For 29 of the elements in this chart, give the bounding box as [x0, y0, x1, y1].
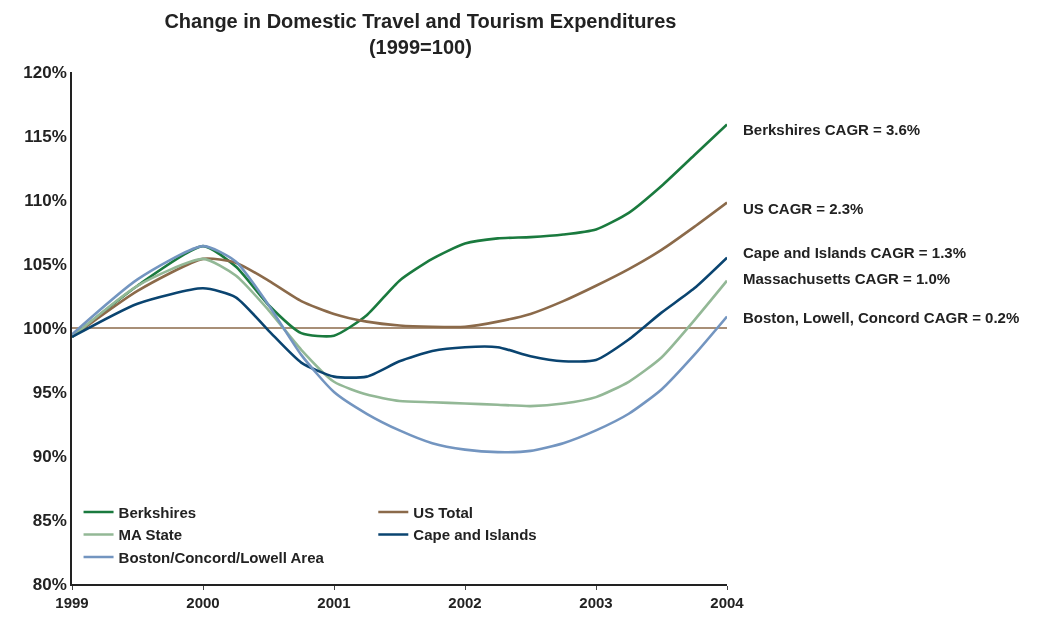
y-tick-label: 95% — [32, 382, 67, 402]
text: Berkshires CAGR = 3.6% — [743, 121, 921, 138]
y-tick-label: 120% — [23, 62, 67, 82]
legend-label: MA State — [118, 526, 183, 544]
y-tick-label: 80% — [32, 574, 67, 594]
x-tick-label: 2002 — [448, 593, 482, 611]
x-tick-label: 2004 — [710, 593, 745, 611]
legend-label: Berkshires — [118, 503, 197, 521]
line-series — [72, 244, 727, 454]
y-tick-label: 100% — [23, 318, 67, 338]
x-tick-label: 2001 — [317, 593, 351, 611]
text: Massachusetts CAGR = 1.0% — [743, 270, 951, 287]
y-tick-label: 115% — [24, 126, 67, 146]
legend-label: Boston/Concord/Lowell Area — [118, 548, 325, 566]
y-tick-label: 90% — [32, 446, 67, 466]
y-tick-label: 105% — [23, 254, 67, 274]
x-tick-label: 1999 — [55, 593, 89, 611]
legend-label: Cape and Islands — [413, 526, 537, 544]
text: Cape and Islands CAGR = 1.3% — [743, 244, 966, 261]
chart-title: Change in Domestic Travel and Tourism Expenditures (1999=100) — [164, 10, 677, 59]
x-tick-label: 2000 — [186, 593, 220, 611]
text: Boston, Lowell, Concord CAGR = 0.2% — [743, 309, 1020, 326]
legend-label: US Total — [413, 503, 474, 521]
line-series — [72, 256, 727, 379]
y-tick-label: 85% — [32, 510, 67, 530]
x-tick-label: 2003 — [579, 593, 613, 611]
y-tick-label: 110% — [24, 190, 67, 210]
text: US CAGR = 2.3% — [743, 200, 864, 217]
line-series — [72, 257, 727, 408]
